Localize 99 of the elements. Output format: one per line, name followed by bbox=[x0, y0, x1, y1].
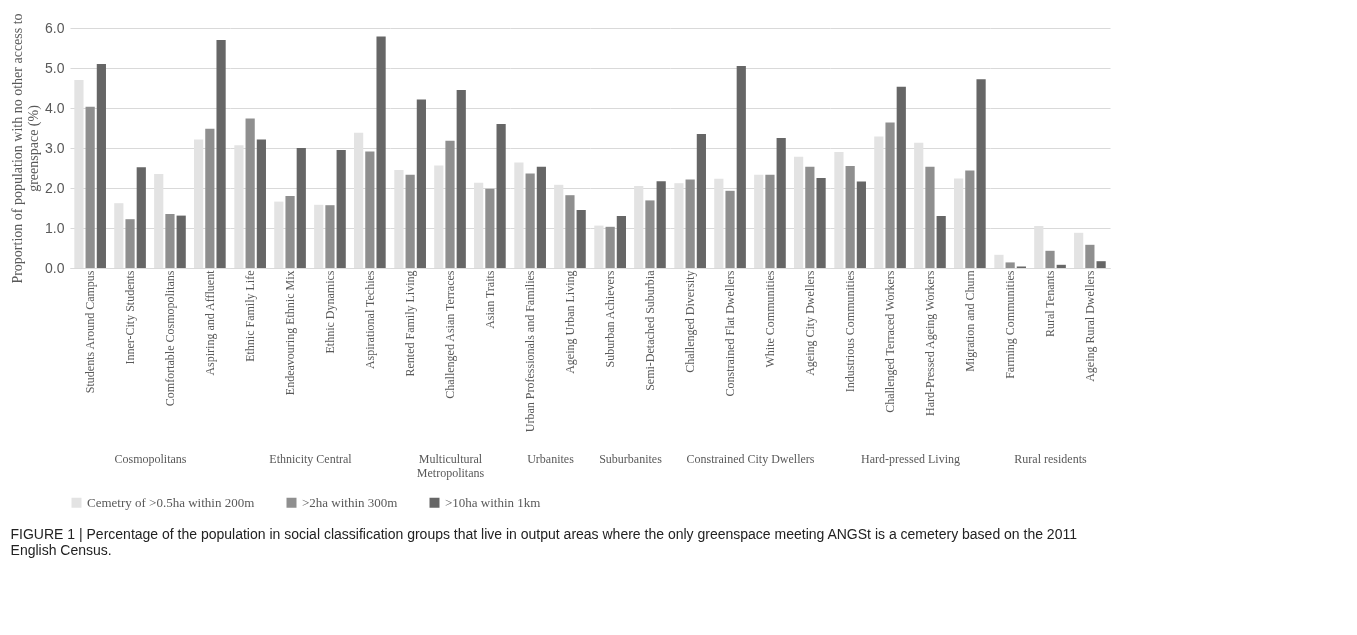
bar bbox=[1074, 232, 1084, 268]
bar bbox=[765, 174, 775, 268]
legend-label: Cemetry of >0.5ha within 200m bbox=[87, 494, 255, 510]
x-axis-title: Multicultural Metropolitans bbox=[416, 451, 485, 480]
bar bbox=[885, 122, 895, 268]
x-tick-label: Industrious Communities bbox=[843, 270, 858, 393]
x-axis-title: Ethnicity Central bbox=[269, 451, 353, 466]
bar bbox=[285, 196, 295, 268]
bar bbox=[136, 167, 146, 268]
bar bbox=[416, 99, 426, 268]
bar bbox=[965, 170, 975, 268]
x-tick-label: Rented Family Living bbox=[403, 270, 418, 377]
bar bbox=[165, 214, 175, 268]
bar bbox=[445, 140, 455, 268]
bar bbox=[325, 205, 335, 268]
bar bbox=[496, 124, 506, 268]
x-axis-title: Suburbanites bbox=[599, 451, 663, 466]
bar bbox=[896, 86, 906, 268]
bar bbox=[1096, 261, 1106, 268]
x-tick-label: Challenged Asian Terraces bbox=[443, 270, 457, 399]
bar bbox=[645, 200, 655, 268]
x-axis-title: Cosmopolitans bbox=[114, 451, 187, 466]
bar bbox=[336, 150, 346, 268]
y-tick-label: 4.0 bbox=[45, 99, 65, 116]
bar bbox=[456, 90, 466, 268]
bar bbox=[125, 219, 135, 268]
x-tick-label: Ageing City Dwellers bbox=[802, 270, 817, 376]
bar bbox=[725, 190, 735, 268]
bar bbox=[256, 139, 266, 268]
x-tick-label: Students Around Campus bbox=[83, 270, 98, 394]
x-tick-label: Asian Traits bbox=[482, 270, 497, 329]
x-tick-label: Suburban Achievers bbox=[603, 270, 618, 368]
bar bbox=[525, 173, 535, 268]
y-tick-label: 6.0 bbox=[45, 19, 65, 36]
bar bbox=[856, 181, 866, 268]
x-tick-label: Challenged Terraced Workers bbox=[883, 270, 898, 413]
x-tick-label: Semi-Detached Suburbia bbox=[642, 269, 657, 391]
caption: FIGURE 1 | Percentage of the population in social classification groups that live in output areas where the only greenspace meeting ANGSt is a cemetery based on the 2011 English Census. bbox=[10, 526, 1078, 558]
bar bbox=[85, 106, 95, 268]
x-tick-label: Aspiring and Affluent bbox=[202, 269, 217, 376]
bar bbox=[656, 181, 666, 268]
bar bbox=[616, 216, 626, 268]
x-tick-label: Aspirational Techies bbox=[362, 270, 377, 370]
x-tick-label: White Communities bbox=[762, 270, 777, 368]
bar bbox=[376, 36, 386, 268]
bar bbox=[1005, 262, 1015, 268]
legend-label: >2ha within 300m bbox=[302, 494, 398, 510]
x-tick-label: Ageing Urban Living bbox=[562, 270, 577, 374]
y-tick-label: 0.0 bbox=[45, 259, 65, 276]
bar bbox=[176, 215, 186, 268]
y-tick-label: 1.0 bbox=[45, 219, 65, 236]
x-tick-label: Rural Tenants bbox=[1043, 270, 1057, 338]
bar bbox=[976, 79, 986, 268]
x-tick-label: Hard-Pressed Ageing Workers bbox=[922, 270, 937, 416]
bar bbox=[365, 151, 375, 268]
bar bbox=[696, 134, 706, 268]
bar bbox=[925, 166, 935, 268]
x-tick-label: Urban Professionals and Families bbox=[523, 270, 538, 433]
bar bbox=[936, 216, 946, 268]
x-tick-label: Endeavouring Ethnic Mix bbox=[283, 270, 298, 396]
bar bbox=[405, 174, 415, 268]
bar bbox=[605, 226, 615, 268]
x-axis-title: Hard-pressed Living bbox=[861, 451, 960, 466]
bar bbox=[1045, 250, 1055, 268]
bar bbox=[1085, 244, 1095, 268]
x-tick-label: Ageing Rural Dwellers bbox=[1082, 270, 1097, 382]
bar bbox=[805, 166, 815, 268]
x-tick-label: Challenged Diversity bbox=[683, 270, 698, 373]
bar bbox=[216, 40, 226, 268]
x-tick-label: Migration and Churn bbox=[962, 270, 977, 372]
x-tick-label: Farming Communities bbox=[1003, 270, 1018, 379]
bar bbox=[736, 66, 746, 268]
bar bbox=[296, 148, 306, 268]
x-tick-label: Comfortable Cosmopolitans bbox=[162, 270, 177, 407]
bar bbox=[205, 128, 215, 268]
bar bbox=[485, 188, 495, 268]
x-axis-title: Rural residents bbox=[1014, 451, 1087, 466]
y-tick-label: 2.0 bbox=[45, 179, 65, 196]
x-tick-label: Ethnic Dynamics bbox=[322, 270, 337, 354]
bar bbox=[536, 166, 546, 268]
bar bbox=[845, 166, 855, 268]
x-axis-title: Constrained City Dwellers bbox=[686, 451, 815, 466]
x-tick-label: Constrained Flat Dwellers bbox=[723, 270, 738, 397]
bar bbox=[1056, 264, 1066, 268]
y-axis-title: Proportion of population with no other access to greenspace (%) bbox=[10, 13, 43, 284]
bar bbox=[994, 254, 1004, 268]
y-tick-label: 5.0 bbox=[45, 59, 65, 76]
bar bbox=[776, 138, 786, 268]
x-axis-title: Urbanites bbox=[527, 451, 575, 466]
x-tick-label: Inner-City Students bbox=[123, 270, 138, 365]
legend-label: >10ha within 1km bbox=[445, 494, 541, 510]
bar bbox=[565, 195, 575, 268]
bar bbox=[576, 210, 586, 268]
bar bbox=[816, 178, 826, 268]
y-tick-label: 3.0 bbox=[45, 139, 65, 156]
bar bbox=[245, 118, 255, 268]
bar bbox=[685, 179, 695, 268]
bar bbox=[96, 64, 106, 268]
x-tick-label: Ethnic Family Life bbox=[243, 270, 258, 362]
